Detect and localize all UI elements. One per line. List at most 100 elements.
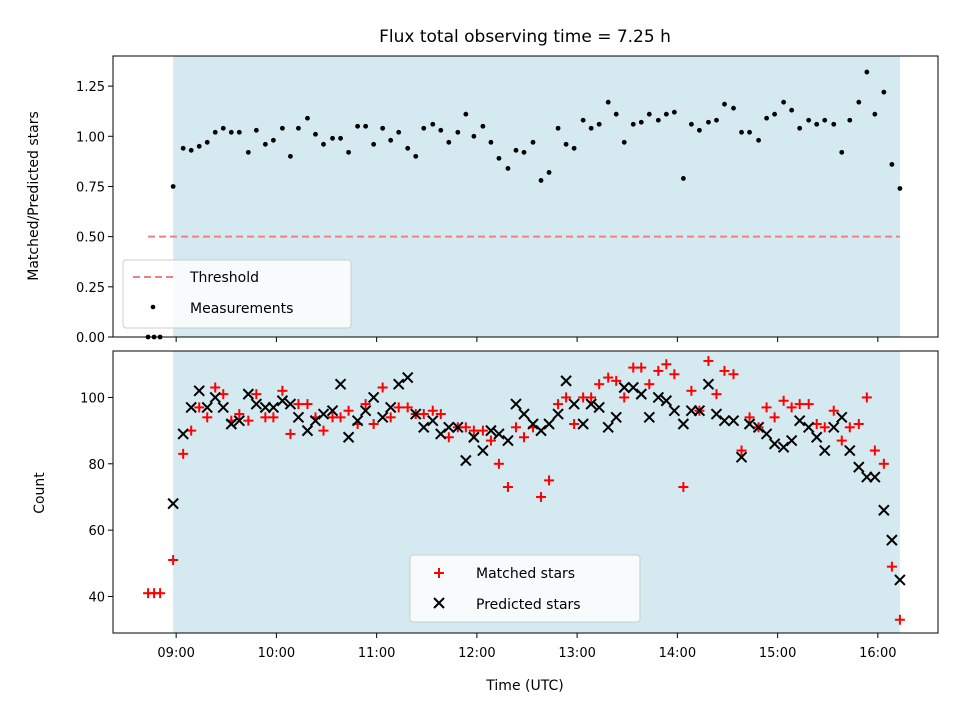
- matched-star-point: [861, 392, 872, 403]
- measurement-point: [739, 129, 744, 135]
- measurement-point: [596, 121, 602, 127]
- matched-star-point: [678, 482, 689, 493]
- predicted-star-point: [560, 375, 572, 387]
- measurement-points: [145, 69, 903, 340]
- predicted-star-point: [585, 398, 597, 410]
- predicted-star-point: [233, 414, 246, 427]
- matched-star-point: [561, 392, 572, 403]
- measurement-point: [856, 99, 862, 105]
- top-y-axis-label: Matched/Predicted stars: [26, 111, 42, 281]
- measurement-point: [630, 121, 636, 127]
- predicted-star-point: [359, 405, 372, 417]
- measurement-point: [806, 117, 812, 123]
- matched-star-point: [234, 409, 245, 420]
- measurement-point: [847, 117, 853, 123]
- matched-star-point: [243, 415, 254, 426]
- predicted-star-point: [376, 411, 389, 424]
- predicted-star-point: [652, 391, 665, 404]
- matched-star-point: [711, 389, 722, 400]
- measurement-point: [488, 139, 494, 145]
- predicted-star-point: [510, 398, 522, 410]
- predicted-star-point: [718, 414, 731, 427]
- predicted-star-point: [301, 424, 314, 437]
- measurement-point: [245, 149, 251, 155]
- measurement-point: [388, 137, 394, 143]
- x-tick-label: 15:00: [759, 646, 796, 661]
- predicted-star-point: [819, 444, 831, 457]
- measurement-point: [212, 129, 218, 135]
- matched-star-point: [686, 385, 697, 396]
- measurement-point: [689, 121, 694, 127]
- predicted-star-point: [217, 401, 229, 414]
- measurement-point: [588, 125, 594, 131]
- measurement-point: [371, 141, 377, 147]
- matched-star-point: [611, 375, 622, 386]
- top-plot-frame: [112, 55, 939, 338]
- matched-star-point: [553, 399, 564, 410]
- predicted-star-point: [828, 421, 840, 434]
- measurement-point: [822, 117, 828, 123]
- matched-star-point: [644, 379, 655, 390]
- measurement-point: [747, 129, 752, 135]
- matched-star-point: [794, 399, 805, 410]
- measurement-point: [571, 145, 577, 151]
- bottom-legend-box: [409, 554, 641, 623]
- measurement-point: [764, 115, 769, 121]
- matched-star-point: [719, 365, 730, 376]
- measurement-point: [188, 147, 194, 153]
- predicted-star-point: [552, 408, 564, 420]
- matched-star-point: [761, 402, 772, 413]
- predicted-star-point: [418, 421, 430, 434]
- predicted-star-point: [443, 421, 455, 434]
- predicted-star-point: [209, 391, 221, 404]
- matched-star-point: [828, 405, 839, 416]
- predicted-star-point: [250, 398, 263, 410]
- measurement-point: [471, 133, 477, 139]
- top-y-tick-label: 1.25: [76, 80, 105, 95]
- measurement-point: [220, 125, 226, 131]
- matched-star-point: [178, 448, 189, 459]
- measurement-point: [521, 149, 527, 155]
- measurement-point: [831, 121, 837, 127]
- predicted-star-point: [502, 434, 514, 447]
- matched-star-point: [510, 422, 521, 433]
- measurement-point: [638, 119, 644, 125]
- measurement-point: [772, 111, 778, 117]
- measurement-point: [430, 121, 436, 127]
- matched-star-point: [669, 369, 680, 380]
- predicted-star-point: [677, 418, 690, 430]
- measurement-point: [170, 184, 176, 189]
- top-legend-box: [122, 259, 352, 329]
- measurement-point: [697, 127, 702, 133]
- top-panel: 0.00 0.25 0.50 0.75 1.00 1.25 Matched/Predict…: [26, 55, 939, 346]
- predicted-star-point: [869, 471, 881, 483]
- measurement-point: [338, 135, 343, 141]
- matched-star-point: [277, 385, 288, 396]
- top-y-axis: 0.00 0.25 0.50 0.75 1.00 1.25: [76, 80, 113, 346]
- legend-measurements-swatch: [150, 304, 156, 310]
- measurement-point: [463, 111, 469, 117]
- measurement-point: [731, 105, 736, 111]
- measurement-point: [680, 176, 686, 181]
- legend-predicted-swatch: [433, 597, 445, 609]
- matched-star-point: [368, 418, 379, 429]
- predicted-star-point: [643, 411, 656, 424]
- predicted-star-point: [894, 574, 906, 586]
- matched-star-point: [385, 412, 396, 423]
- predicted-star-point: [568, 398, 580, 410]
- predicted-star-point: [177, 428, 189, 440]
- predicted-star-point: [167, 497, 179, 510]
- measurement-point: [305, 115, 310, 121]
- matched-star-point: [194, 402, 205, 413]
- matched-star-point: [268, 412, 279, 423]
- x-tick-label: 11:00: [358, 646, 395, 661]
- matched-star-point: [778, 395, 789, 406]
- bottom-plot-frame: [112, 350, 939, 634]
- measurement-point: [228, 129, 234, 135]
- predicted-star-point: [410, 408, 422, 420]
- measurement-point: [196, 143, 202, 149]
- legend-threshold-label: Threshold: [189, 270, 259, 286]
- measurement-point: [380, 125, 386, 131]
- predicted-star-point: [276, 395, 289, 407]
- matched-star-point: [819, 422, 830, 433]
